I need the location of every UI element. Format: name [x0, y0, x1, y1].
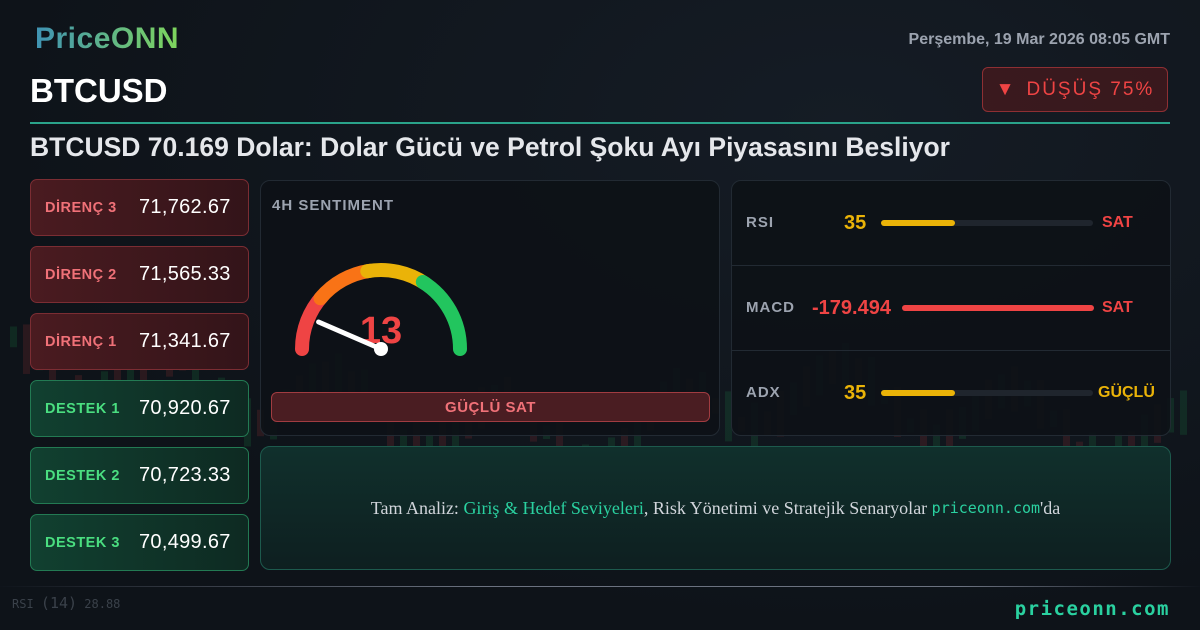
- indicator-row-adx: ADX 35 GÜÇLÜ: [732, 351, 1170, 436]
- trend-label: DÜŞÜŞ 75%: [1026, 78, 1155, 100]
- level-label: DESTEK 2: [45, 467, 120, 484]
- background-candle: [621, 428, 628, 462]
- background-candle: [400, 429, 407, 447]
- sentiment-gauge: 13: [295, 263, 467, 356]
- indicator-signal: SAT: [1102, 299, 1133, 316]
- level-support: DESTEK 2 70,723.33: [30, 447, 249, 504]
- level-value: 70,920.67: [139, 397, 231, 419]
- level-label: DİRENÇ 3: [45, 199, 117, 216]
- indicator-bar: [881, 220, 1093, 226]
- indicator-bar: [902, 305, 1094, 311]
- footer-link[interactable]: priceonn.com: [1014, 598, 1170, 620]
- indicator-row-macd: MACD -179.494 SAT: [732, 266, 1170, 351]
- level-value: 70,499.67: [139, 531, 231, 553]
- cta-suffix: 'da: [1040, 497, 1061, 518]
- level-resistance: DİRENÇ 1 71,341.67: [30, 313, 249, 370]
- indicator-bar-fill: [881, 220, 956, 226]
- level-value: 71,341.67: [139, 330, 231, 352]
- sentiment-label: GÜÇLÜ SAT: [271, 392, 710, 422]
- cta-highlight: Giriş & Hedef Seviyeleri: [463, 497, 644, 518]
- cta-prefix: Tam Analiz:: [370, 497, 464, 518]
- level-value: 70,723.33: [139, 464, 231, 486]
- level-support: DESTEK 1 70,920.67: [30, 380, 249, 437]
- background-candle: [192, 347, 199, 397]
- sentiment-title: 4H SENTIMENT: [272, 197, 395, 214]
- level-label: DİRENÇ 2: [45, 266, 117, 283]
- trend-badge: ▼ DÜŞÜŞ 75%: [982, 67, 1168, 112]
- indicator-name: ADX: [746, 384, 781, 401]
- level-resistance: DİRENÇ 3 71,762.67: [30, 179, 249, 236]
- indicator-signal: GÜÇLÜ: [1098, 384, 1155, 401]
- divider: [30, 122, 1170, 124]
- headline: BTCUSD 70.169 Dolar: Dolar Gücü ve Petro…: [30, 132, 950, 162]
- indicator-bar-fill: [902, 305, 1094, 311]
- indicator-name: RSI: [746, 214, 775, 231]
- indicators-card: RSI 35 SAT MACD -179.494 SAT ADX 35 GÜÇLÜ: [731, 180, 1171, 436]
- level-label: DESTEK 1: [45, 400, 120, 417]
- indicator-value: -179.494: [812, 297, 891, 319]
- level-support: DESTEK 3 70,499.67: [30, 514, 249, 571]
- background-candle: [439, 418, 446, 464]
- footer-divider: [0, 586, 1200, 587]
- background-candle: [49, 355, 56, 405]
- symbol-title: BTCUSD: [30, 72, 168, 109]
- indicator-bar-fill: [881, 390, 956, 396]
- priceonn-logo[interactable]: PriceONN: [35, 22, 180, 55]
- triangle-down-icon: ▼: [995, 78, 1017, 100]
- indicator-value: 35: [844, 382, 867, 404]
- level-label: DİRENÇ 1: [45, 333, 117, 350]
- gauge-pivot: [374, 342, 388, 356]
- gauge-needle: [316, 319, 384, 352]
- gauge-segment-green: [415, 275, 467, 356]
- background-candle: [725, 391, 732, 442]
- cta-middle: , Risk Yönetimi ve Stratejik Senaryolar: [643, 497, 932, 518]
- indicator-row-rsi: RSI 35 SAT: [732, 181, 1170, 266]
- background-candle: [413, 421, 420, 470]
- cta-link[interactable]: priceonn.com: [931, 499, 1041, 517]
- background-candle: [10, 326, 17, 348]
- level-label: DESTEK 3: [45, 534, 120, 551]
- sentiment-card: 4H SENTIMENT 13 GÜÇLÜ SAT: [260, 180, 720, 436]
- indicator-value: 35: [844, 212, 867, 234]
- level-value: 71,565.33: [139, 263, 231, 285]
- date-time: Perşembe, 19 Mar 2026 08:05 GMT: [908, 31, 1170, 48]
- indicator-name: MACD: [746, 299, 795, 316]
- background-candle: [1180, 390, 1187, 435]
- background-candle: [933, 424, 940, 449]
- indicator-signal: SAT: [1102, 214, 1133, 231]
- background-indicator-label: RSI (14) 28.88: [12, 594, 121, 612]
- indicator-bar: [881, 390, 1093, 396]
- full-analysis-banner[interactable]: Tam Analiz: Giriş & Hedef Seviyeleri, Ri…: [260, 446, 1171, 570]
- background-candle: [127, 351, 134, 390]
- level-resistance: DİRENÇ 2 71,565.33: [30, 246, 249, 303]
- background-candle: [23, 324, 30, 374]
- level-value: 71,762.67: [139, 196, 231, 218]
